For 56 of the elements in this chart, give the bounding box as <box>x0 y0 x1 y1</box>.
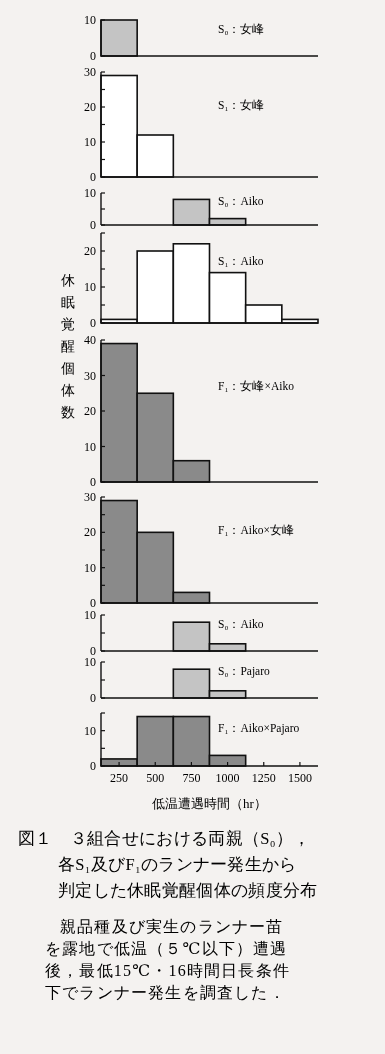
y-tick-label: 0 <box>90 170 96 184</box>
text: 下でランナー発生を調査した． <box>45 984 286 1001</box>
text: 親品種及び実生のランナー苗 <box>60 918 284 935</box>
ylabel: 覚 <box>61 317 75 332</box>
x-axis-title: 低温遭遇時間（hr） <box>152 796 267 811</box>
y-tick-label: 30 <box>84 65 96 79</box>
text: S₁：女峰 <box>218 98 265 111</box>
y-tick-label: 10 <box>84 186 96 200</box>
text: F₁：Aiko×Pajaro <box>218 721 300 735</box>
ylabel: 眠 <box>61 295 75 310</box>
y-tick-label: 0 <box>90 644 96 658</box>
chart-title: S₀：女峰 <box>218 22 265 35</box>
text: 後，最低15℃・16時間日長条件 <box>45 962 291 979</box>
y-tick-label: 10 <box>84 608 96 622</box>
x-tick-label: 1250 <box>251 771 276 785</box>
x-tick-label: 1000 <box>215 771 240 785</box>
x-tick-label: 1500 <box>287 771 312 785</box>
text: を露地で低温（５℃以下）遭遇 <box>45 940 288 957</box>
y-tick-label: 20 <box>84 525 96 540</box>
y-tick-label: 0 <box>90 316 96 330</box>
ylabel: 数 <box>61 405 75 420</box>
ylabel: 個 <box>61 361 75 376</box>
y-tick-label: 0 <box>90 475 96 489</box>
text: S₁：Aiko <box>218 254 264 267</box>
y-tick-label: 20 <box>84 100 96 114</box>
y-tick-label: 20 <box>84 404 96 418</box>
y-tick-label: 0 <box>90 218 96 232</box>
y-tick-label: 30 <box>84 368 96 383</box>
ylabel: 醒 <box>61 339 75 354</box>
y-tick-label: 0 <box>90 759 96 773</box>
y-tick-label: 10 <box>84 135 96 149</box>
y-tick-label: 20 <box>84 244 96 258</box>
caption: 図１ ３組合せにおける両親（S₀）， <box>18 829 311 848</box>
text: F₁：Aiko×女峰 <box>218 524 294 537</box>
y-tick-label: 30 <box>84 490 96 504</box>
y-tick-label: 10 <box>84 280 96 294</box>
y-tick-label: 10 <box>84 560 96 575</box>
y-tick-label: 0 <box>90 691 96 705</box>
x-tick-label: 250 <box>110 771 129 785</box>
y-tick-label: 10 <box>84 439 96 454</box>
y-tick-label: 10 <box>84 655 96 669</box>
chart-title: S₀：Pajaro <box>218 664 271 678</box>
text: 判定した休眠覚醒個体の頻度分布 <box>58 881 318 900</box>
y-tick-label: 10 <box>84 13 96 27</box>
x-tick-label: 750 <box>182 771 201 785</box>
chart-title: S₀：Aiko <box>218 195 264 207</box>
ylabel: 体 <box>61 383 75 398</box>
y-tick-label: 10 <box>84 723 96 738</box>
ylabel: 休 <box>61 273 75 288</box>
y-tick-label: 0 <box>90 49 96 63</box>
chart-title: S₀：Aiko <box>218 617 264 630</box>
y-tick-label: 0 <box>90 596 96 610</box>
y-tick-label: 40 <box>84 333 96 347</box>
text: 各S₁及びF₁のランナー発生から <box>58 855 297 874</box>
text: F₁：女峰×Aiko <box>218 379 295 392</box>
x-tick-label: 500 <box>146 771 165 785</box>
